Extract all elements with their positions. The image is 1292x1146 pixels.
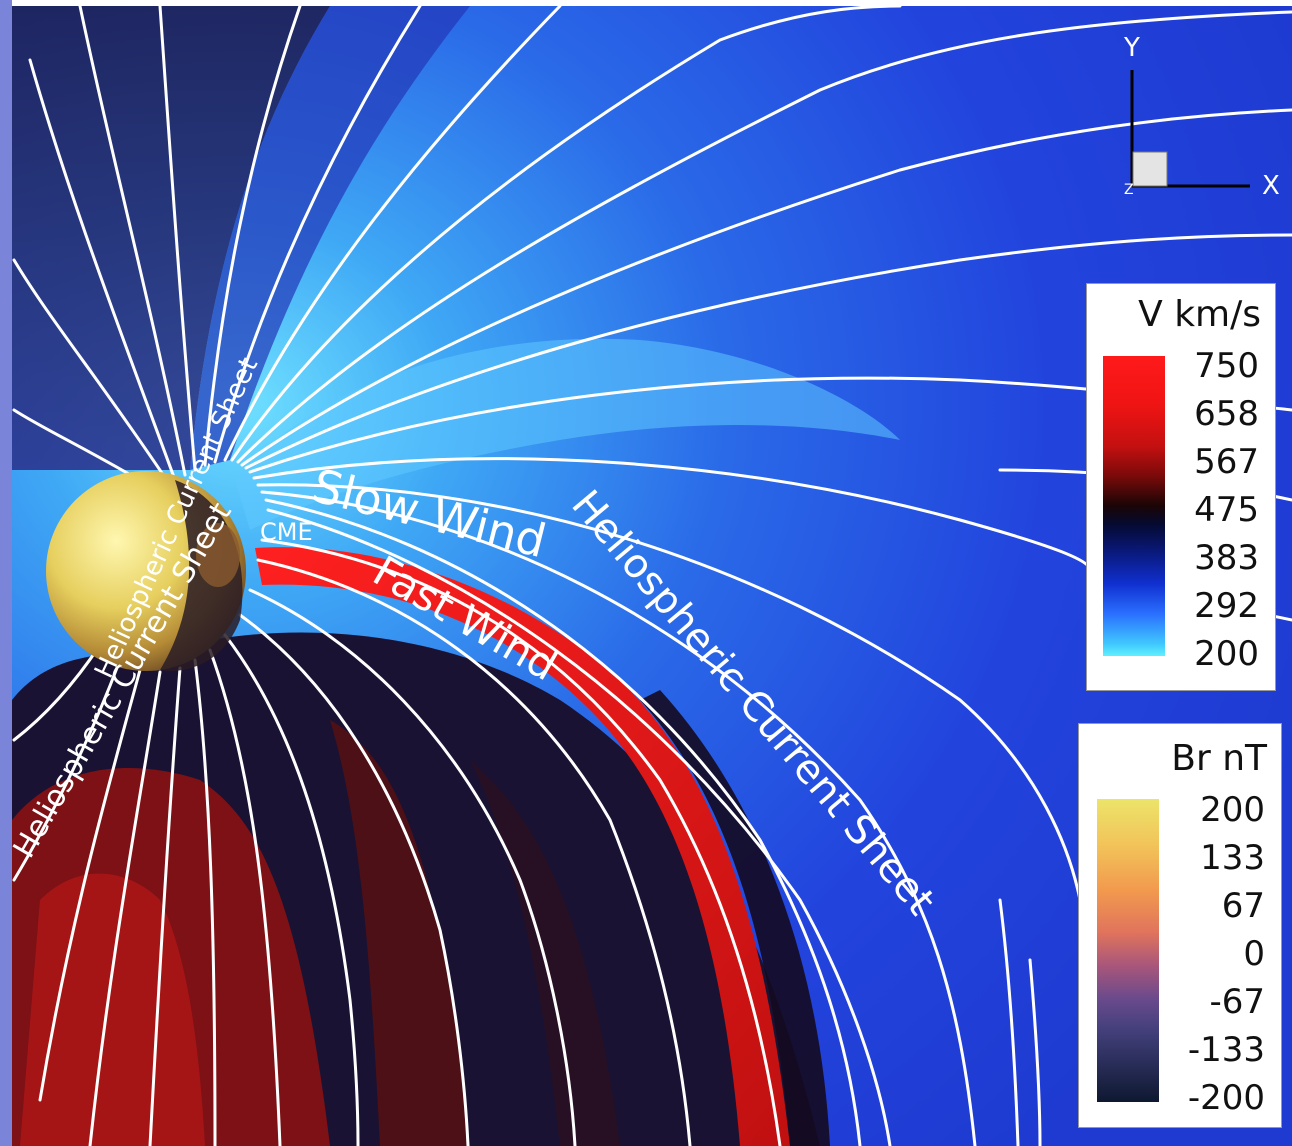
br-legend: Br nT 200 133 67 0 -67 -133 -200 bbox=[1078, 723, 1282, 1128]
velocity-colorbar bbox=[1103, 356, 1165, 656]
axis-y-label: Y bbox=[1123, 33, 1140, 63]
left-edge-strip bbox=[0, 0, 12, 1146]
velocity-tick: 383 bbox=[1194, 538, 1259, 578]
br-legend-title: Br nT bbox=[1171, 738, 1267, 779]
axis-z-label: Z bbox=[1124, 182, 1134, 198]
br-tick: -133 bbox=[1187, 1030, 1265, 1070]
velocity-tick: 475 bbox=[1194, 490, 1259, 530]
dark-polar-region bbox=[12, 6, 330, 470]
cme-label: CME bbox=[260, 518, 313, 546]
velocity-tick: 658 bbox=[1194, 394, 1259, 434]
axis-x-label: X bbox=[1262, 171, 1280, 201]
br-tick: 67 bbox=[1221, 886, 1265, 926]
velocity-tick: 750 bbox=[1194, 346, 1259, 386]
br-tick: 133 bbox=[1200, 838, 1265, 878]
velocity-tick: 292 bbox=[1194, 586, 1259, 626]
slow-wind-region bbox=[235, 338, 900, 530]
axis-triad: Y X Z bbox=[1123, 33, 1280, 201]
br-tick: -67 bbox=[1209, 982, 1265, 1022]
velocity-legend-title: V km/s bbox=[1138, 294, 1261, 335]
br-tick: 200 bbox=[1200, 790, 1265, 830]
br-colorbar bbox=[1097, 799, 1159, 1102]
velocity-legend: V km/s 750 658 567 475 383 292 200 bbox=[1086, 283, 1276, 691]
velocity-tick: 200 bbox=[1194, 634, 1259, 674]
magnetic-streamlines bbox=[12, 6, 1292, 1146]
velocity-tick: 567 bbox=[1194, 442, 1259, 482]
br-tick: -200 bbox=[1187, 1078, 1265, 1118]
br-tick: 0 bbox=[1243, 934, 1265, 974]
fast-wind-band bbox=[255, 547, 790, 1146]
